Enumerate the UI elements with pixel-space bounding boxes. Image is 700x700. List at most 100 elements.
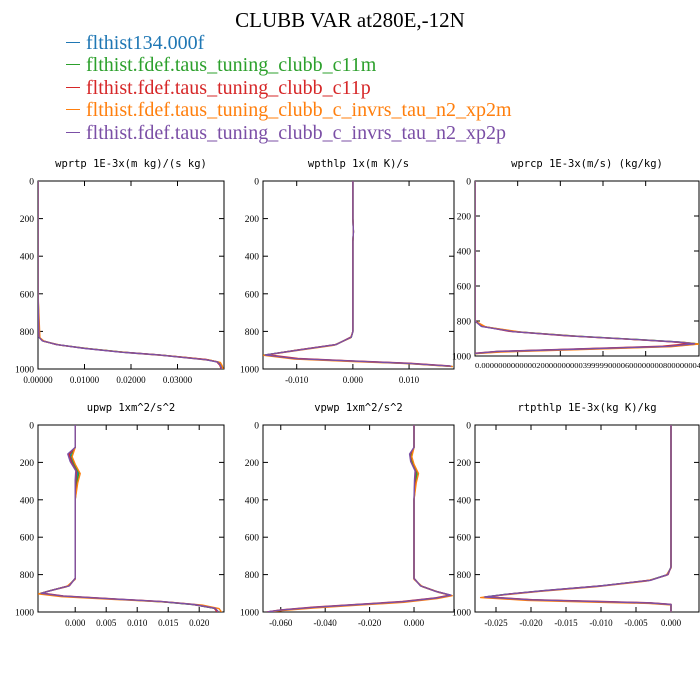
series-line-3 — [475, 181, 692, 354]
panel-1-title: wprtp 1E-3x(m kg)/(s kg) — [55, 158, 207, 170]
series-line-4 — [38, 181, 224, 369]
panel-3-title: wprcp 1E-3x(m/s) (kg/kg) — [511, 158, 663, 170]
series-line-3 — [266, 425, 451, 612]
y-tick-label: 1000 — [452, 353, 471, 363]
y-tick-label: 0 — [254, 422, 259, 432]
series-line-1 — [38, 181, 223, 369]
y-tick-label: 400 — [20, 253, 35, 263]
legend-entry-3: flthist.fdef.taus_tuning_clubb_c11p — [66, 77, 512, 99]
panel-2: wpthlp 1x(m K)/s 0 200 400 600 800 1000 -0.010 0… — [240, 158, 455, 385]
legend-swatch-2 — [66, 64, 80, 66]
panel-4-title: upwp 1xm^2/s^2 — [87, 402, 176, 414]
x-tick-label: 0.03000 — [163, 375, 193, 385]
x-tick-label: 0.010 — [399, 375, 420, 385]
panel-2-title: wpthlp 1x(m K)/s — [308, 158, 409, 170]
series-line-2 — [475, 181, 699, 355]
x-tick-label: 0.000 — [661, 618, 682, 628]
y-tick-label: 200 — [20, 215, 35, 225]
chart-title: CLUBB VAR at280E,-12N — [235, 8, 465, 32]
panel-3-series — [475, 181, 699, 355]
panel-1-frame — [37, 180, 225, 370]
y-tick-label: 1000 — [15, 366, 34, 376]
series-line-2 — [267, 425, 452, 612]
series-line-4 — [268, 425, 453, 612]
panel-2-series — [263, 181, 453, 368]
x-tick-label: -0.015 — [554, 618, 578, 628]
series-line-3 — [38, 181, 222, 369]
legend-label-5: flthist.fdef.taus_tuning_clubb_c_invrs_t… — [86, 121, 506, 144]
legend-swatch-1 — [66, 41, 80, 43]
x-tick-label: 0.000 — [65, 618, 86, 628]
y-tick-label: 400 — [20, 496, 35, 506]
x-tick-label: -0.020 — [519, 618, 543, 628]
x-tick-label: -0.010 — [285, 375, 309, 385]
x-tick-label: -0.025 — [484, 618, 508, 628]
panel-4-series — [38, 425, 223, 612]
legend-label-3: flthist.fdef.taus_tuning_clubb_c11p — [86, 76, 371, 99]
series-line-2 — [39, 425, 219, 612]
x-tick-label: 0.01000 — [70, 375, 100, 385]
series-line-2 — [38, 181, 223, 369]
panel-6-series — [479, 425, 672, 612]
legend-entry-5: flthist.fdef.taus_tuning_clubb_c_invrs_t… — [66, 122, 512, 144]
y-tick-label: 800 — [457, 318, 472, 328]
y-tick-label: 800 — [457, 571, 472, 581]
y-tick-label: 200 — [457, 459, 472, 469]
y-tick-label: 800 — [245, 571, 260, 581]
x-tick-label: -0.040 — [314, 618, 338, 628]
panel-2-frame — [262, 180, 455, 370]
y-tick-label: 1000 — [240, 609, 259, 619]
panel-6-frame — [474, 424, 700, 613]
panel-1: wprtp 1E-3x(m kg)/(s kg) 0 200 400 600 800 100… — [15, 158, 225, 385]
panel-5-series — [266, 425, 453, 612]
y-tick-label: 600 — [20, 290, 35, 300]
x-tick-label: 0.015 — [158, 618, 179, 628]
panel-6-title: rtpthlp 1E-3x(kg K)/kg — [517, 402, 656, 414]
x-tick-label: 0.02000 — [116, 375, 146, 385]
series-line-5 — [40, 425, 219, 612]
series-line-1 — [475, 181, 698, 355]
x-tick-label: 0.00000 — [23, 375, 53, 385]
y-tick-label: 800 — [245, 328, 260, 338]
legend-entry-2: flthist.fdef.taus_tuning_clubb_c11m — [66, 54, 512, 76]
series-line-4 — [479, 425, 672, 612]
legend-swatch-4 — [66, 109, 80, 111]
x-tick-label: 0.010 — [127, 618, 148, 628]
legend-label-2: flthist.fdef.taus_tuning_clubb_c11m — [86, 54, 377, 77]
panel-4: upwp 1xm^2/s^2 0 200 400 600 800 1000 0.000 0.00… — [15, 402, 225, 628]
y-tick-label: 200 — [20, 459, 35, 469]
y-tick-label: 0 — [29, 178, 34, 188]
x-tick-label: -0.005 — [624, 618, 648, 628]
x-tick-label: -0.010 — [589, 618, 613, 628]
y-tick-label: 600 — [245, 534, 260, 544]
panel-1-series — [38, 181, 224, 369]
legend-swatch-5 — [66, 131, 80, 133]
series-line-1 — [484, 425, 672, 612]
legend-swatch-3 — [66, 86, 80, 88]
series-line-1 — [40, 425, 219, 612]
series-line-3 — [486, 425, 672, 612]
y-tick-label: 1000 — [15, 609, 34, 619]
series-line-4 — [38, 425, 223, 612]
series-line-3 — [266, 181, 451, 367]
panel-5: vpwp 1xm^2/s^2 0 200 400 600 800 1000 -0.060 -0.… — [240, 402, 455, 628]
y-tick-label: 1000 — [452, 609, 471, 619]
legend-entry-4: flthist.fdef.taus_tuning_clubb_c_invrs_t… — [66, 99, 512, 121]
y-tick-label: 800 — [20, 571, 35, 581]
y-tick-label: 600 — [20, 534, 35, 544]
x-tick-label: -0.020 — [358, 618, 382, 628]
series-line-5 — [38, 181, 223, 369]
series-line-4 — [263, 181, 453, 368]
y-tick-label: 0 — [29, 422, 34, 432]
series-line-5 — [264, 181, 452, 367]
y-tick-label: 1000 — [240, 366, 259, 376]
y-tick-label: 400 — [245, 253, 260, 263]
legend-entry-1: flthist134.000f — [66, 32, 512, 54]
y-tick-label: 200 — [245, 459, 260, 469]
x-tick-labels: 0.00000000000002000000000039999900006000… — [475, 362, 700, 370]
y-tick-label: 200 — [245, 215, 260, 225]
legend: flthist134.000f flthist.fdef.taus_tuning… — [66, 32, 512, 144]
series-line-2 — [482, 425, 672, 612]
panel-4-frame — [37, 424, 225, 613]
series-line-5 — [475, 181, 696, 355]
